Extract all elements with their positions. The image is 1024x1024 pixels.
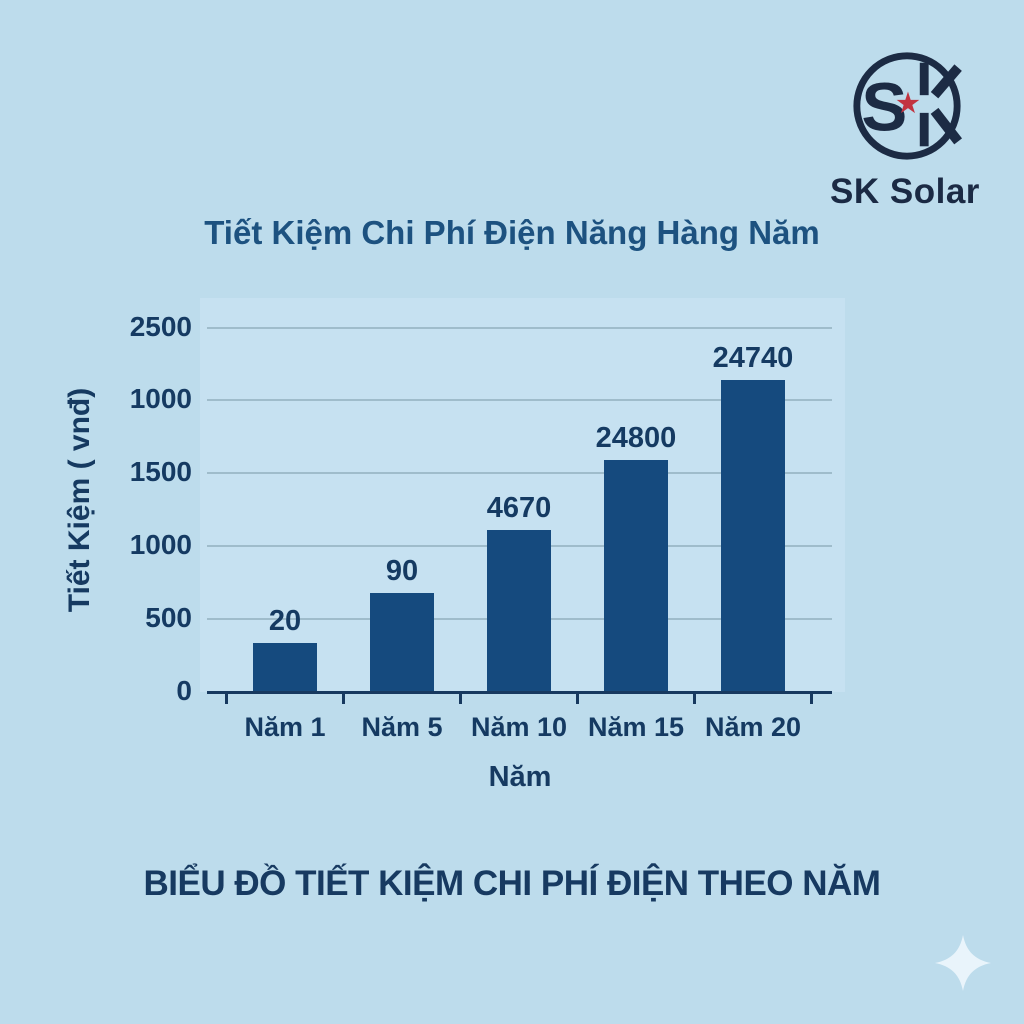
star-icon: ★ (895, 87, 921, 120)
bar (721, 380, 785, 692)
x-axis-line (207, 691, 832, 694)
logo-k-upper-arm (930, 64, 962, 99)
y-tick-label: 1000 (129, 383, 192, 414)
gridline (207, 327, 832, 329)
logo-k-stem-bottom (919, 112, 929, 147)
gridline (207, 472, 832, 474)
y-tick-label: 2500 (129, 311, 192, 342)
bar-value-label: 90 (385, 555, 419, 587)
brand-name: SK Solar (830, 172, 980, 211)
x-axis-title: Năm (488, 761, 552, 793)
x-axis-tick (810, 693, 813, 704)
x-category-label: Năm 5 (361, 712, 443, 742)
bar (370, 593, 434, 692)
y-axis-title: Tiết Kiệm ( vnđ) (63, 387, 96, 613)
logo-letter-s: S (861, 69, 907, 146)
y-tick-label: 1000 (129, 529, 192, 560)
bar (604, 460, 668, 692)
x-axis-tick (576, 693, 579, 704)
logo-k-lower-leg (930, 107, 963, 145)
bar-value-label: 4670 (486, 492, 552, 524)
bar-value-label: 24800 (595, 422, 677, 454)
y-tick-label: 500 (145, 602, 192, 633)
x-category-label: Năm 15 (587, 712, 685, 742)
brand-block: S ★ SK Solar (790, 40, 1020, 220)
bar-value-label: 24740 (712, 342, 794, 374)
sk-logo-icon: S ★ (853, 52, 963, 160)
bar-value-label: 20 (268, 605, 302, 637)
x-axis-tick (224, 693, 228, 704)
y-tick-label: 0 (176, 675, 192, 706)
logo-circle (853, 52, 961, 160)
x-category-label: Năm 1 (244, 712, 326, 742)
x-axis-tick (693, 693, 696, 704)
chart-title: Tiết Kiệm Chi Phí Điện Năng Hàng Năm (204, 214, 820, 251)
x-category-label: Năm 20 (704, 712, 802, 742)
sparkle-icon (935, 935, 991, 991)
bottom-heading: BIỂU ĐỒ TIẾT KIỆM CHI PHÍ ĐIỆN THEO NĂM (143, 864, 881, 903)
logo-k-stem-top (919, 62, 929, 96)
x-axis-tick (459, 693, 462, 704)
y-tick-label: 1500 (129, 456, 192, 487)
bar (253, 643, 317, 692)
x-category-label: Năm 10 (470, 712, 568, 742)
gridline (207, 399, 832, 401)
x-axis-tick (342, 693, 345, 704)
bar (487, 530, 551, 692)
